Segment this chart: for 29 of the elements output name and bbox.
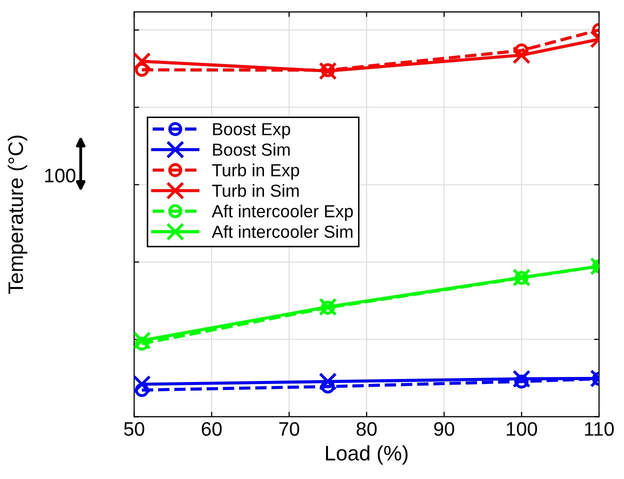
point: [134, 62, 149, 77]
text: 100: [45, 168, 76, 182]
y-axis-title: Temperature (°C): [8, 136, 28, 294]
x-tick-label: 80: [356, 422, 377, 436]
x-axis-title: Load (%): [326, 445, 408, 465]
point: [134, 336, 149, 351]
point: [134, 332, 151, 350]
legend-label: Turb in Exp: [212, 164, 300, 180]
point: [514, 374, 529, 388]
point: [134, 383, 149, 397]
point: [512, 370, 531, 388]
x-tick-label: 110: [585, 422, 614, 436]
point: [134, 52, 151, 70]
legend-label: Aft intercooler Exp: [212, 204, 353, 221]
x-tick-label: 70: [279, 422, 300, 436]
x-tick-label: 90: [434, 422, 454, 436]
point: [320, 63, 335, 78]
x-tick-label: 100: [506, 422, 538, 436]
point: [318, 298, 337, 316]
legend-label: Aft intercooler Sim: [212, 225, 352, 238]
legend-label: Boost Sim: [213, 143, 290, 156]
point: [318, 372, 337, 391]
x-tick-label: 50: [124, 422, 144, 436]
point: [514, 44, 529, 58]
legend-label: Turb in Sim: [212, 184, 299, 197]
point: [134, 375, 151, 394]
x-tick-label: 60: [202, 422, 222, 436]
legend-label: Boost Exp: [213, 123, 290, 139]
point: [320, 300, 335, 315]
